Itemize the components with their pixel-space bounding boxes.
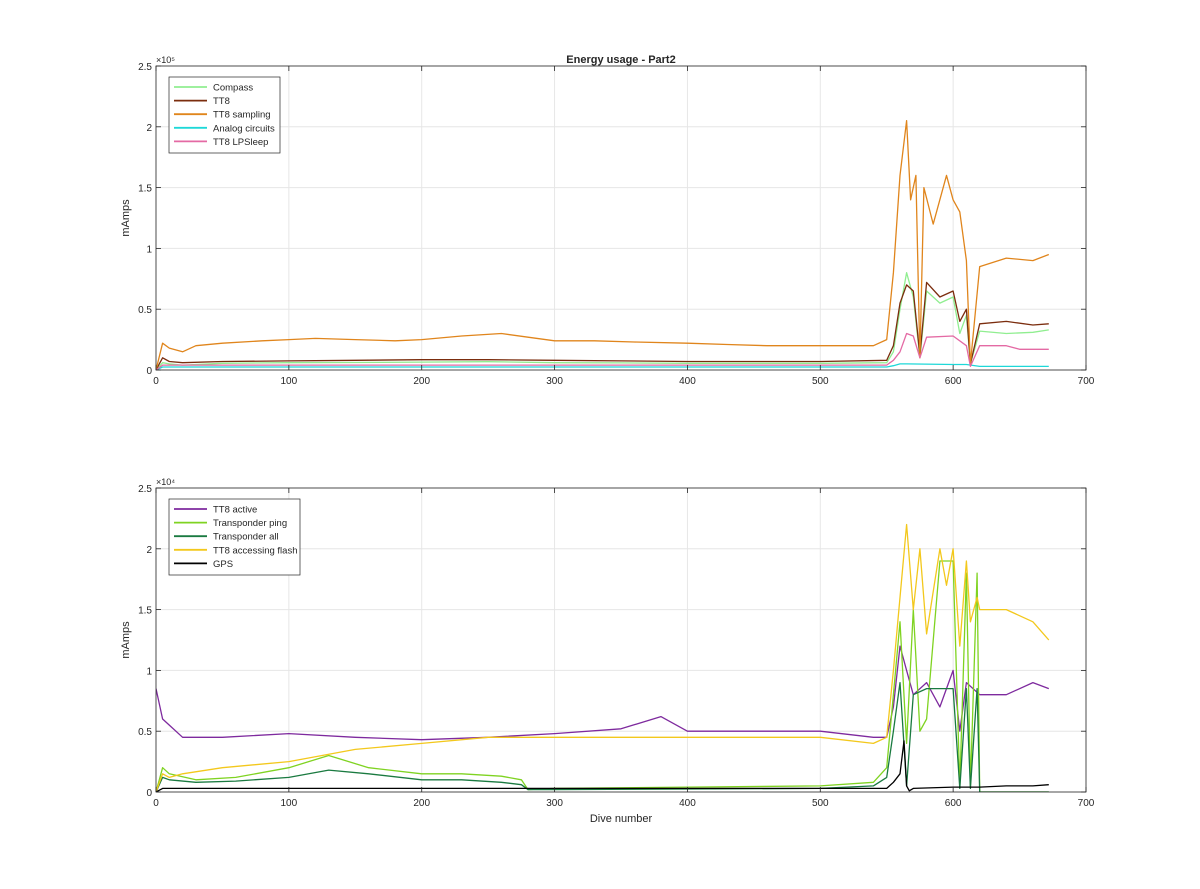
x-tick-label: 200 [413,376,430,387]
y-axis-label: mAmps [120,199,132,237]
legend-label: TT8 LPSleep [213,137,268,148]
y-exponent-label: ×10⁵ [156,55,175,65]
x-tick-label: 500 [812,376,829,387]
legend-label: Compass [213,83,253,94]
series-lines [156,120,1050,370]
x-tick-label: 100 [281,798,298,809]
axes-box [155,487,1087,793]
legend-label: Transponder all [213,532,279,543]
series-lines [156,523,1050,792]
x-tick-label: 700 [1078,376,1095,387]
plot-area [156,488,1086,792]
x-tick-label: 600 [945,376,962,387]
x-tick-label: 400 [679,798,696,809]
y-tick-label: 2.5 [138,62,152,73]
y-tick-label: 0.5 [138,727,152,738]
x-tick-label: 600 [945,798,962,809]
y-tick-label: 2.5 [138,484,152,495]
legend-label: Transponder ping [213,518,287,529]
series-line-tt8-lpsleep [156,332,1049,370]
series-line-analog-circuits [156,363,1049,370]
series-line-gps [156,740,1049,792]
x-tick-label: 500 [812,798,829,809]
x-tick-label: 300 [546,798,563,809]
series-line-tt8-active [156,645,1050,741]
x-tick-label: 0 [153,798,159,809]
series-line-tt8 [156,281,1049,370]
legend: Compass TT8 TT8 sampling Analog circuits TT8… [168,76,281,154]
legend-label: TT8 sampling [213,110,271,121]
y-tick-label: 0 [146,788,152,799]
plot-area [156,66,1086,370]
y-tick-label: 2 [146,545,152,556]
upper-chart-panel: 0 100 200 300 400 500 600 700 0 0.5 1 1.5 2 2.5 ×10⁵ mA… [120,55,1095,387]
legend-label: TT8 accessing flash [213,545,297,556]
legend-label: GPS [213,559,233,570]
series-line-tt8-accessing-flash [156,523,1050,792]
y-axis-label: mAmps [120,621,132,659]
lower-chart-panel: 0 100 200 300 400 500 600 700 0 0.5 1 1.5 2 2.5 ×10⁴ mA… [120,477,1095,825]
y-tick-label: 1 [146,666,152,677]
x-axis-label: Dive number [590,813,653,825]
axes-box [155,65,1087,371]
y-tick-label: 1.5 [138,606,152,617]
y-tick-label: 0.5 [138,305,152,316]
x-tick-label: 200 [413,798,430,809]
x-tick-label: 0 [153,376,159,387]
y-tick-label: 0 [146,366,152,377]
y-tick-label: 1.5 [138,184,152,195]
y-exponent-label: ×10⁴ [156,477,175,487]
x-tick-label: 400 [679,376,696,387]
y-tick-label: 2 [146,123,152,134]
x-tick-label: 100 [281,376,298,387]
figure-title: Energy usage - Part2 [566,54,675,66]
legend-label: Analog circuits [213,123,275,134]
legend: TT8 active Transponder ping Transponder al… [168,498,301,576]
series-line-transponder-ping [156,560,1049,792]
series-line-tt8-sampling [156,120,1050,370]
y-tick-label: 1 [146,244,152,255]
x-tick-label: 700 [1078,798,1095,809]
legend-label: TT8 [213,96,230,107]
legend-label: TT8 active [213,505,257,516]
x-tick-label: 300 [546,376,563,387]
